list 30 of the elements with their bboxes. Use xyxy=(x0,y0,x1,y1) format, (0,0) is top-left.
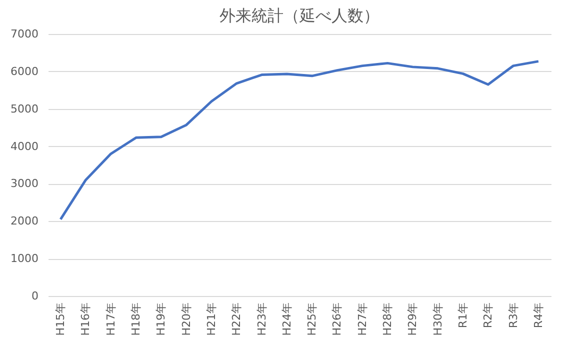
x-tick-label: R2年 xyxy=(482,302,495,328)
x-tick-label: H22年 xyxy=(230,302,244,336)
x-tick-label: H24年 xyxy=(280,302,294,336)
y-tick-label: 0 xyxy=(32,290,38,302)
x-tick-label: H21年 xyxy=(204,302,218,336)
chart-title: 外来統計（延べ人数） xyxy=(220,6,380,25)
x-tick-label: R4年 xyxy=(532,302,545,328)
x-tick-label: H30年 xyxy=(431,302,444,336)
x-tick-label: H27年 xyxy=(356,302,369,336)
x-tick-label: H15年 xyxy=(54,302,68,336)
y-tick-label: 1000 xyxy=(10,252,38,266)
y-tick-label: 4000 xyxy=(10,140,38,153)
x-tick-label: H28年 xyxy=(381,302,394,336)
x-tick-label: H29年 xyxy=(406,302,420,336)
x-tick-label: H20年 xyxy=(180,302,193,336)
x-tick-label: R1年 xyxy=(456,302,470,328)
y-tick-label: 5000 xyxy=(10,102,38,116)
y-tick-label: 3000 xyxy=(10,177,38,190)
x-tick-label: H19年 xyxy=(154,302,168,336)
x-tick-label: H18年 xyxy=(130,302,143,336)
x-tick-label: H17年 xyxy=(104,302,118,336)
x-tick-label: H26年 xyxy=(330,302,344,336)
y-tick-label: 6000 xyxy=(10,64,38,78)
y-tick-label: 7000 xyxy=(10,28,38,40)
line-series xyxy=(59,60,540,221)
x-tick-label: H25年 xyxy=(306,302,319,336)
x-tick-label: R3年 xyxy=(506,302,520,328)
y-tick-label: 2000 xyxy=(10,214,38,228)
x-tick-label: H16年 xyxy=(79,302,92,336)
x-tick-label: H23年 xyxy=(255,302,268,336)
